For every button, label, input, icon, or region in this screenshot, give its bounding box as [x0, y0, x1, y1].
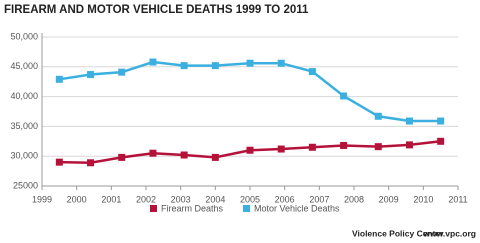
point-marker [118, 68, 126, 76]
point-marker [340, 92, 348, 100]
x-tick-label: 2005 [240, 194, 260, 204]
point-marker [149, 149, 157, 157]
legend-label: Motor Vehicle Deaths [254, 203, 340, 213]
y-tick-label: 45,000 [10, 61, 38, 71]
legend-swatch [150, 205, 157, 212]
legend-label: Firearm Deaths [161, 203, 224, 213]
point-marker [374, 112, 382, 120]
point-marker [437, 117, 445, 125]
x-tick-label: 2004 [205, 194, 225, 204]
point-marker [149, 58, 157, 66]
point-marker [211, 153, 219, 161]
y-tick-label: 35,000 [10, 121, 38, 131]
x-tick-label: 2003 [171, 194, 191, 204]
point-marker [308, 68, 316, 76]
x-tick-label: 2001 [101, 194, 121, 204]
y-tick-label: 30,000 [10, 151, 38, 161]
legend-swatch [243, 205, 251, 212]
point-marker [405, 117, 413, 125]
x-tick-label: 2006 [275, 194, 295, 204]
point-marker [87, 71, 95, 79]
source-url: www.vpc.org [422, 228, 476, 238]
x-tick-label: 2008 [344, 194, 364, 204]
point-marker [180, 151, 188, 159]
point-marker [211, 62, 219, 70]
x-tick-label: 2011 [448, 194, 467, 204]
point-marker [246, 59, 254, 67]
x-tick-label: 2009 [379, 194, 399, 204]
point-marker [374, 143, 382, 151]
x-tick-label: 1999 [32, 194, 52, 204]
y-tick-label: 25000 [13, 180, 38, 190]
y-tick-label: 50,000 [10, 31, 38, 41]
series-line [59, 60, 441, 123]
x-tick-label: 2007 [309, 194, 329, 204]
point-marker [246, 146, 254, 154]
point-marker [340, 141, 348, 149]
x-tick-label: 2010 [413, 194, 433, 204]
point-marker [308, 143, 316, 151]
x-tick-label: 2000 [67, 194, 87, 204]
point-marker [55, 158, 63, 166]
point-marker [277, 145, 285, 153]
point-marker [437, 137, 445, 145]
point-marker [118, 153, 126, 161]
point-marker [405, 141, 413, 149]
chart-title: FIREARM AND MOTOR VEHICLE DEATHS 1999 TO… [4, 4, 309, 16]
x-tick-label: 2002 [136, 194, 156, 204]
y-tick-label: 40,000 [10, 91, 38, 101]
point-marker [277, 59, 285, 67]
point-marker [55, 75, 63, 83]
point-marker [87, 159, 95, 167]
point-marker [180, 62, 188, 70]
source: Violence Policy Center [352, 228, 444, 238]
